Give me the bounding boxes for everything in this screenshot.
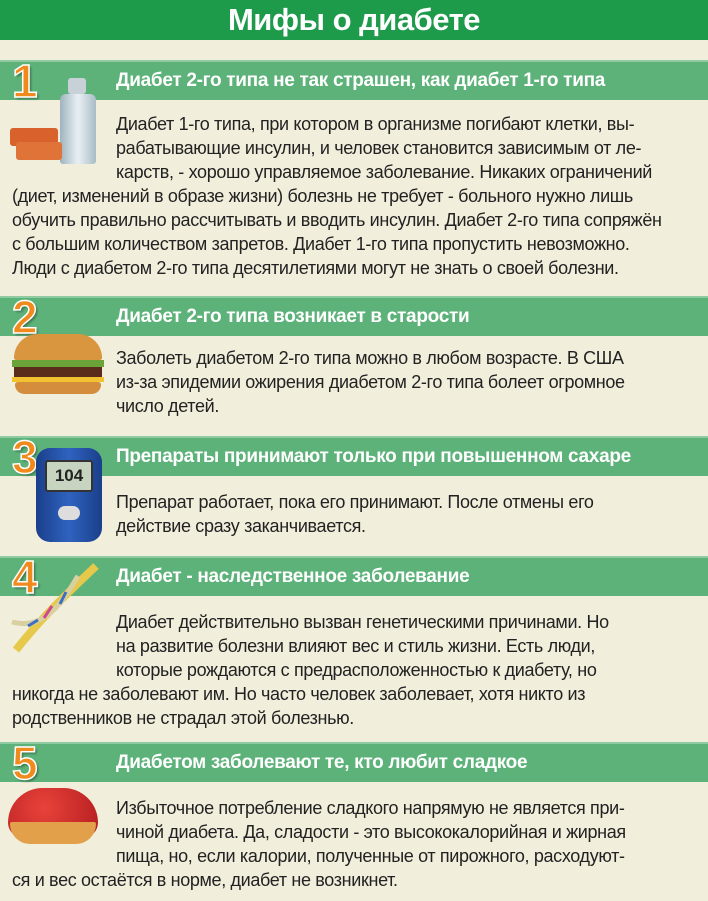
body-line: никогда не заболевают им. Но часто челов… xyxy=(12,684,586,704)
body-line: (диет, изменений в образе жизни) болезнь… xyxy=(12,186,633,206)
section-5-number: 5 xyxy=(11,737,38,789)
section-4-heading: Диабет - наследственное заболевание xyxy=(116,566,470,587)
body-line: карств, - хорошо управляемое заболевание… xyxy=(116,162,652,182)
glucometer-reading: 104 xyxy=(45,460,93,492)
section-4-number: 4 xyxy=(11,551,38,603)
page-title: Мифы о диабете xyxy=(227,2,481,37)
section-2-bar: Диабет 2-го типа возникает в старости xyxy=(0,296,708,336)
body-line: действие сразу заканчивается. xyxy=(116,516,366,536)
section-3-heading: Препараты принимают только при повышенно… xyxy=(116,446,631,467)
body-line: пища, но, если калории, полученные от пи… xyxy=(116,846,625,866)
strawberry-tart-icon xyxy=(8,778,98,846)
body-line: Заболеть диабетом 2-го типа можно в любо… xyxy=(116,348,624,368)
body-line: родственников не страдал этой болезнью. xyxy=(12,708,354,728)
body-line: Избыточное потребление сладкого напрямую… xyxy=(116,798,625,818)
body-line: ся и вес остаётся в норме, диабет не воз… xyxy=(12,870,398,890)
body-line: Препарат работает, пока его принимают. П… xyxy=(116,492,594,512)
burger-icon xyxy=(12,334,104,396)
body-line: Диабет 1-го типа, при котором в организм… xyxy=(116,114,635,134)
section-1-heading: Диабет 2-го типа не так страшен, как диа… xyxy=(116,70,606,91)
section-3-number: 3 xyxy=(11,431,38,483)
section-5-heading: Диабетом заболевают те, кто любит сладко… xyxy=(116,752,528,773)
section-1-number: 1 xyxy=(11,55,38,107)
body-line: число детей. xyxy=(116,396,219,416)
glucometer-icon: 104 xyxy=(36,448,102,542)
body-line: Люди с диабетом 2-го типа десятилетиями … xyxy=(12,258,619,278)
section-1-bar: Диабет 2-го типа не так страшен, как диа… xyxy=(0,60,708,100)
section-2-number: 2 xyxy=(11,291,38,343)
body-line: на развитие болезни влияют вес и стиль ж… xyxy=(116,636,595,656)
page-header: Мифы о диабете xyxy=(0,0,708,40)
section-2-heading: Диабет 2-го типа возникает в старости xyxy=(116,306,470,327)
body-line: Диабет действительно вызван генетическим… xyxy=(116,612,609,632)
section-4-bar: Диабет - наследственное заболевание xyxy=(0,556,708,596)
section-3-bar: Препараты принимают только при повышенно… xyxy=(0,436,708,476)
body-line: чиной диабета. Да, сладости - это высоко… xyxy=(116,822,626,842)
body-line: которые рождаются с предрасположенностью… xyxy=(116,660,597,680)
body-line: из-за эпидемии ожирения диабетом 2-го ти… xyxy=(116,372,625,392)
dna-icon xyxy=(11,563,99,653)
section-5-bar: Диабетом заболевают те, кто любит сладко… xyxy=(0,742,708,782)
body-line: обучить правильно рассчитывать и вводить… xyxy=(12,210,662,230)
body-line: с большим количеством запретов. Диабет 1… xyxy=(12,234,630,254)
insulin-vial-icon xyxy=(10,78,110,168)
body-line: рабатывающие инсулин, и человек становит… xyxy=(116,138,642,158)
